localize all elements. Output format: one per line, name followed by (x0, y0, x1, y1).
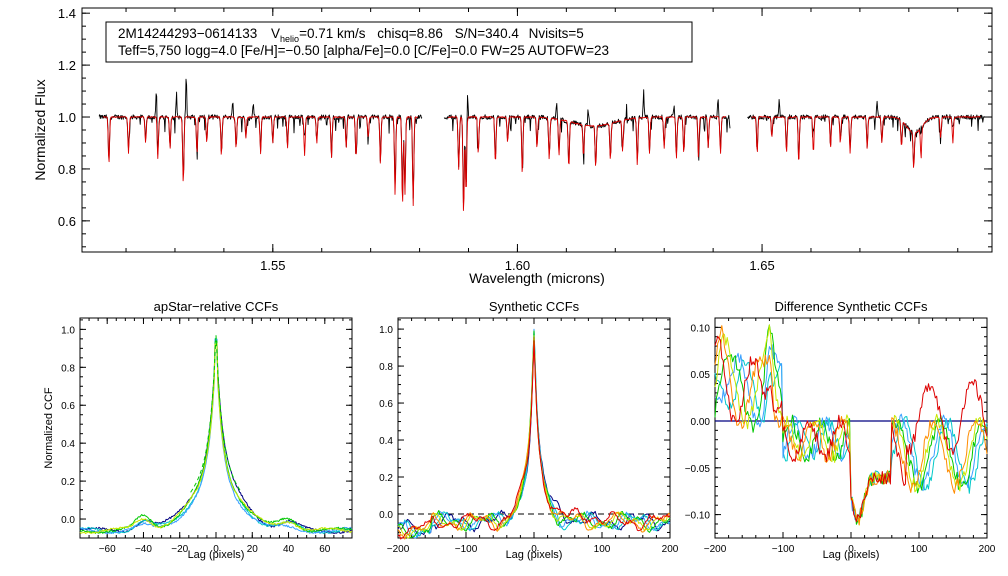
y-tick-label: 0.6 (379, 399, 393, 410)
difference-ccf-xlabel: Lag (pixels) (823, 549, 880, 561)
observed-spectrum-line (443, 89, 731, 204)
vhelio-subscript: helio (280, 34, 299, 44)
model-spectrum-line (751, 116, 981, 168)
spectrum-ylabel: Normalized Flux (32, 79, 48, 180)
x-tick-label: −100 (772, 544, 795, 555)
x-tick-label: 60 (319, 544, 331, 555)
synthetic-ccf-line-visit-1 (397, 335, 671, 537)
x-tick-label: −100 (455, 544, 478, 555)
info-box-frame (105, 21, 693, 63)
synthetic-ccf-title: Synthetic CCFs (489, 299, 580, 314)
y-tick-label: 0.4 (61, 439, 75, 450)
y-tick-label: 1.2 (58, 58, 76, 73)
synthetic-ccf-panel: Synthetic CCFs −200 −100 0 100 200 0.0 0.2 0.4 0… (379, 299, 679, 561)
y-tick-label: 0.6 (61, 401, 75, 412)
x-tick-label: 100 (594, 544, 611, 555)
apstar-ccf-ticks: −60 −40 −20 0 20 40 60 0.0 0.2 0.4 0.6 0.8 1.0 (61, 318, 353, 555)
y-tick-label: 1.0 (61, 325, 75, 336)
x-tick-label: −200 (387, 544, 410, 555)
x-tick-label: 0 (531, 544, 537, 555)
difference-ccf-title: Difference Synthetic CCFs (775, 299, 928, 314)
synthetic-ccf-line-visit-2 (397, 329, 671, 538)
x-tick-label: 1.65 (749, 258, 774, 273)
spectrum-y-ticks: 0.6 0.8 1.0 1.2 1.4 (58, 6, 992, 248)
synthetic-ccf-xlabel: Lag (pixels) (506, 549, 563, 561)
spectrum-panel: 0.6 0.8 1.0 1.2 1.4 1.55 1.60 1.65 Wavelength … (32, 6, 993, 286)
x-tick-label: −40 (135, 544, 152, 555)
synthetic-ccf-line-combined (397, 340, 671, 540)
y-tick-label: 0.8 (61, 363, 75, 374)
snr-value: S/N=340.4 (455, 26, 520, 41)
y-tick-label: 0.8 (58, 162, 76, 177)
apstar-ccf-xlabel: Lag (pixels) (188, 549, 245, 561)
x-tick-label: 40 (283, 544, 295, 555)
y-tick-label: 0.0 (61, 515, 75, 526)
y-tick-label: 0.4 (379, 436, 393, 447)
ccf-line-visit-2 (79, 338, 353, 535)
x-tick-label: 1.55 (260, 258, 285, 273)
apstar-ccf-series (79, 334, 353, 535)
spectrum-series (98, 78, 985, 211)
apstar-ccf-ylabel: Normalized CCF (43, 387, 55, 469)
difference-ccf-panel: Difference Synthetic CCFs −200 −100 0 100 20… (685, 299, 996, 561)
y-tick-label: 1.4 (58, 6, 76, 21)
synthetic-ccf-line-visit-3 (397, 328, 671, 539)
ccf-line-visit-5 (79, 342, 353, 534)
x-tick-label: −60 (99, 544, 116, 555)
nvisits-value: Nvisits=5 (529, 26, 584, 41)
ccf-line-visit-3 (79, 338, 353, 534)
y-tick-label: −0.10 (685, 511, 711, 522)
y-tick-label: 0.2 (61, 477, 75, 488)
difference-ccf-line-visit-6 (714, 335, 988, 523)
synthetic-ccf-line-visit-4 (397, 330, 671, 539)
difference-ccf-line-visit-4 (714, 324, 988, 526)
y-tick-label: 0.8 (379, 362, 393, 373)
ccf-line-visit-1 (79, 339, 353, 534)
x-tick-label: 100 (911, 544, 928, 555)
synthetic-ccf-line-visit-6 (397, 336, 671, 540)
object-id: 2M14244293−0614133 (118, 26, 257, 41)
x-tick-label: 0 (213, 544, 219, 555)
apstar-ccf-panel: apStar−relative CCFs −60 −40 −20 0 20 40 60 0.0… (43, 299, 353, 561)
y-tick-label: 0.00 (691, 417, 711, 428)
x-tick-label: 0 (848, 544, 854, 555)
vhelio-value: =0.71 km/s (299, 26, 366, 41)
apstar-ccf-title: apStar−relative CCFs (154, 299, 279, 314)
synthetic-ccf-series (397, 328, 671, 540)
y-tick-label: 1.0 (58, 110, 76, 125)
y-tick-label: 0.2 (379, 473, 393, 484)
info-box: 2M14244293−0614133 Vhelio=0.71 km/s chis… (105, 21, 693, 63)
model-spectrum-line (102, 116, 419, 207)
x-tick-label: −20 (171, 544, 188, 555)
info-line-1: 2M14244293−0614133 Vhelio=0.71 km/s chis… (118, 26, 584, 44)
vhelio-label: V (271, 26, 280, 41)
spectrum-x-ticks: 1.55 1.60 1.65 (125, 8, 959, 273)
difference-ccf-series (714, 324, 988, 526)
model-spectrum-line (448, 116, 727, 211)
y-tick-label: 0.6 (58, 214, 76, 229)
y-tick-label: 0.05 (691, 370, 711, 381)
observed-spectrum-line (98, 78, 423, 199)
y-tick-label: 0.0 (379, 510, 393, 521)
x-tick-label: 1.60 (505, 258, 530, 273)
y-tick-label: 1.0 (379, 325, 393, 336)
y-tick-label: 0.10 (691, 323, 711, 334)
ccf-dashed-overlay (190, 334, 242, 493)
observed-spectrum-line (747, 98, 985, 165)
ccf-line-visit-4 (79, 340, 352, 534)
x-tick-label: 200 (662, 544, 679, 555)
x-tick-label: −200 (704, 544, 727, 555)
apstar-ccf-frame (79, 317, 353, 539)
info-line-2: Teff=5,750 logg=4.0 [Fe/H]=−0.50 [alpha/… (118, 43, 609, 58)
y-tick-label: −0.05 (685, 464, 711, 475)
spectrum-xlabel: Wavelength (microns) (469, 270, 605, 286)
x-tick-label: 200 (979, 544, 996, 555)
synthetic-ccf-line-visit-5 (397, 335, 671, 539)
x-tick-label: 20 (247, 544, 259, 555)
chisq-value: chisq=8.86 (377, 26, 443, 41)
difference-ccf-ticks: −200 −100 0 100 200 −0.10 −0.05 0.00 0.05 0.10 (685, 317, 996, 555)
